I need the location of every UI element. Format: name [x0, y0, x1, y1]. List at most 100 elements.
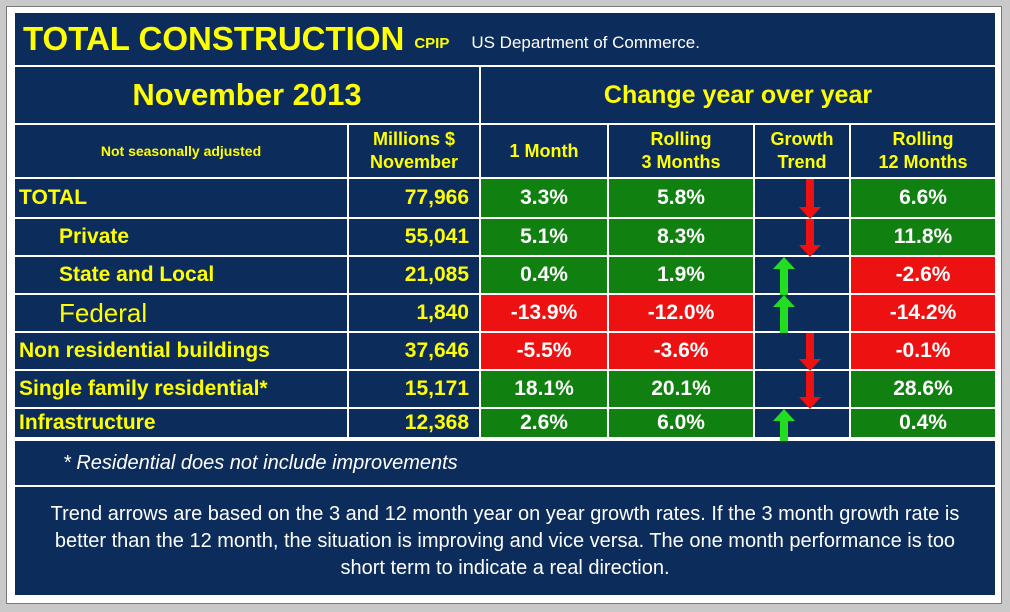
- row-trend-cell: [755, 179, 849, 219]
- row-rolling3: -3.6%: [653, 339, 709, 362]
- down-arrow-icon: [799, 333, 821, 371]
- row-rolling12-cell: -14.2%: [851, 295, 995, 331]
- row-1month: 0.4%: [520, 263, 568, 286]
- footnote-bar: * Residential does not include improveme…: [15, 441, 995, 485]
- row-rolling3-cell: 8.3%: [609, 219, 753, 255]
- down-arrow-icon: [799, 179, 821, 219]
- down-arrow-icon: [799, 371, 821, 409]
- row-rolling12-cell: 28.6%: [851, 371, 995, 407]
- col-header-millions: Millions $ November: [349, 125, 479, 177]
- row-1month-cell: -13.9%: [481, 295, 607, 331]
- col-header-growth: Growth Trend: [755, 125, 849, 177]
- row-trend-cell: [755, 409, 849, 441]
- row-rolling12: 28.6%: [893, 377, 953, 400]
- row-millions: 55,041: [404, 225, 469, 248]
- trend-arrow: [773, 257, 795, 297]
- trend-arrow: [773, 295, 795, 335]
- row-millions: 21,085: [404, 263, 469, 286]
- row-rolling3: 1.9%: [657, 263, 705, 286]
- down-arrow-icon: [799, 219, 821, 257]
- row-1month: 2.6%: [520, 411, 568, 434]
- trend-arrow: [799, 219, 821, 257]
- row-millions: 12,368: [404, 411, 469, 434]
- col-header-1month: 1 Month: [481, 125, 607, 177]
- change-title: Change year over year: [603, 80, 873, 109]
- row-millions: 1,840: [416, 301, 469, 324]
- footnote: * Residential does not include improveme…: [63, 451, 458, 474]
- row-trend-cell: [755, 371, 849, 409]
- row-rolling12-cell: 0.4%: [851, 409, 995, 437]
- row-label-cell: Federal: [15, 295, 347, 331]
- period-title: November 2013: [132, 77, 362, 112]
- row-rolling3: -12.0%: [647, 301, 715, 324]
- row-rolling12: -14.2%: [889, 301, 957, 324]
- row-label: State and Local: [59, 263, 215, 286]
- row-millions: 37,646: [404, 339, 469, 362]
- row-rolling12: 11.8%: [893, 225, 953, 248]
- row-rolling12-cell: -0.1%: [851, 333, 995, 369]
- row-millions-cell: 37,646: [349, 333, 479, 369]
- row-label-cell: Single family residential*: [15, 371, 347, 407]
- row-label-cell: State and Local: [15, 257, 347, 293]
- row-trend-cell: [755, 219, 849, 257]
- row-millions-cell: 21,085: [349, 257, 479, 293]
- row-label: Federal: [59, 297, 148, 328]
- row-label-cell: Non residential buildings: [15, 333, 347, 369]
- col-header-rolling3: Rolling 3 Months: [609, 125, 753, 177]
- row-rolling12-cell: -2.6%: [851, 257, 995, 293]
- row-1month: 3.3%: [520, 186, 568, 209]
- row-rolling3-cell: -12.0%: [609, 295, 753, 331]
- row-label-cell: Infrastructure: [15, 409, 347, 437]
- explanation-bar: Trend arrows are based on the 3 and 12 m…: [15, 487, 995, 595]
- row-rolling3-cell: 20.1%: [609, 371, 753, 407]
- row-millions-cell: 77,966: [349, 179, 479, 217]
- row-1month-cell: -5.5%: [481, 333, 607, 369]
- row-label-cell: TOTAL: [15, 179, 347, 217]
- row-label: Infrastructure: [19, 411, 156, 434]
- row-label: TOTAL: [19, 186, 88, 209]
- table-frame: TOTAL CONSTRUCTION CPIP US Department of…: [6, 6, 1002, 604]
- row-trend-cell: [755, 295, 849, 335]
- row-rolling3-cell: -3.6%: [609, 333, 753, 369]
- row-label-cell: Private: [15, 219, 347, 255]
- row-rolling3: 8.3%: [657, 225, 705, 248]
- row-millions-cell: 12,368: [349, 409, 479, 437]
- up-arrow-icon: [773, 295, 795, 335]
- col-header-note: Not seasonally adjusted: [15, 125, 347, 177]
- row-label: Private: [59, 225, 130, 248]
- source-label: US Department of Commerce.: [471, 33, 700, 52]
- row-millions-cell: 15,171: [349, 371, 479, 407]
- row-rolling12-cell: 6.6%: [851, 179, 995, 217]
- row-millions: 77,966: [404, 186, 469, 209]
- col-header-rolling12: Rolling 12 Months: [851, 125, 995, 177]
- trend-arrow: [773, 409, 795, 441]
- trend-arrow: [799, 371, 821, 409]
- row-rolling3: 6.0%: [657, 411, 705, 434]
- row-1month: -13.9%: [510, 301, 578, 324]
- row-1month-cell: 18.1%: [481, 371, 607, 407]
- main-title: TOTAL CONSTRUCTION: [23, 20, 405, 57]
- title-bar: TOTAL CONSTRUCTION CPIP US Department of…: [15, 13, 995, 65]
- up-arrow-icon: [773, 409, 795, 441]
- row-label: Non residential buildings: [19, 339, 270, 362]
- row-rolling3-cell: 6.0%: [609, 409, 753, 437]
- row-1month-cell: 2.6%: [481, 409, 607, 437]
- row-rolling3: 20.1%: [651, 377, 711, 400]
- row-1month: 18.1%: [514, 377, 574, 400]
- row-trend-cell: [755, 257, 849, 297]
- row-rolling12: -2.6%: [895, 263, 951, 286]
- row-1month: -5.5%: [516, 339, 572, 362]
- row-rolling3: 5.8%: [657, 186, 705, 209]
- row-rolling12: 6.6%: [899, 186, 947, 209]
- row-1month-cell: 5.1%: [481, 219, 607, 255]
- row-rolling12: -0.1%: [895, 339, 951, 362]
- row-trend-cell: [755, 333, 849, 371]
- row-rolling3-cell: 1.9%: [609, 257, 753, 293]
- row-rolling12: 0.4%: [899, 411, 947, 434]
- explanation: Trend arrows are based on the 3 and 12 m…: [50, 502, 960, 579]
- row-millions: 15,171: [404, 377, 469, 400]
- trend-arrow: [799, 333, 821, 371]
- row-1month: 5.1%: [520, 225, 568, 248]
- row-1month-cell: 3.3%: [481, 179, 607, 217]
- change-header: Change year over year: [481, 67, 995, 123]
